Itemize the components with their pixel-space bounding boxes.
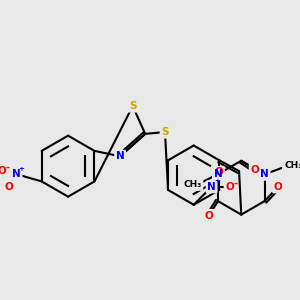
Text: CH₃: CH₃ [184,181,202,190]
Text: N: N [260,169,269,179]
Text: S: S [161,127,169,137]
Text: O: O [0,166,7,176]
Text: CH₃: CH₃ [284,161,300,170]
Text: -: - [6,162,10,172]
Text: O: O [274,182,282,192]
Text: N: N [214,169,222,179]
Text: O: O [0,166,7,176]
Text: O: O [205,211,213,220]
Text: O: O [250,165,259,175]
Text: N: N [116,151,124,161]
Text: O: O [205,211,213,220]
Text: O: O [250,165,259,175]
Text: N: N [260,169,269,179]
Text: N: N [12,169,21,179]
Text: O: O [225,182,234,192]
Text: +: + [18,166,24,172]
Text: CH₃: CH₃ [184,181,202,190]
Text: -: - [233,178,237,189]
Text: S: S [129,101,136,111]
Text: CH₃: CH₃ [284,161,300,170]
Text: O: O [214,167,223,177]
Text: S: S [161,127,169,137]
Text: N: N [116,151,124,161]
Text: O: O [214,167,223,177]
Text: O: O [5,182,14,192]
Text: N: N [12,169,21,179]
Text: O: O [225,182,234,192]
Text: O: O [274,182,282,192]
Text: O: O [5,182,14,192]
Text: N: N [207,182,216,192]
Text: N: N [207,182,216,192]
Text: S: S [129,101,136,111]
Text: N: N [214,169,222,179]
Text: +: + [214,178,220,184]
